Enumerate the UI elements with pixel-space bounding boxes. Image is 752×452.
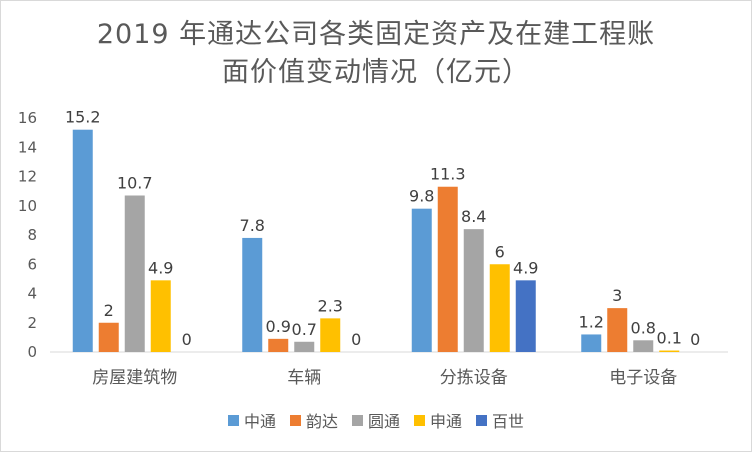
bar-百世-分拣设备 — [515, 280, 536, 352]
data-label: 9.8 — [409, 187, 434, 206]
bar-韵达-车辆 — [268, 338, 289, 352]
data-label: 6 — [495, 242, 505, 261]
legend-label: 申通 — [430, 412, 463, 431]
bar-中通-电子设备 — [581, 334, 602, 352]
y-tick-label: 2 — [27, 314, 37, 332]
y-tick-label: 4 — [27, 285, 37, 303]
bar-韵达-房屋建筑物 — [98, 322, 119, 352]
y-tick-label: 16 — [18, 109, 37, 127]
data-label: 3 — [612, 286, 622, 305]
bar-韵达-电子设备 — [607, 308, 628, 352]
bar-圆通-分拣设备 — [463, 229, 484, 352]
y-tick-label: 6 — [27, 255, 37, 273]
bar-韵达-分拣设备 — [437, 186, 458, 352]
bar-圆通-电子设备 — [633, 340, 654, 352]
data-label: 7.8 — [240, 216, 265, 235]
bar-中通-房屋建筑物 — [72, 129, 93, 352]
chart-title-line-1: 2019 年通达公司各类固定资产及在建工程账 — [96, 19, 656, 50]
legend-label: 韵达 — [305, 412, 338, 431]
chart-title: 2019 年通达公司各类固定资产及在建工程账 面价值变动情况（亿元） — [0, 16, 752, 92]
data-label: 0.8 — [631, 318, 656, 337]
data-label: 8.4 — [461, 207, 486, 226]
legend-item: 中通 — [227, 408, 276, 432]
x-category-label: 分拣设备 — [440, 368, 508, 388]
data-label: 1.2 — [579, 312, 604, 331]
chart-legend: 中通 韵达 圆通 申通 百世 — [0, 408, 752, 432]
legend-item: 申通 — [414, 408, 462, 432]
bar-圆通-车辆 — [294, 341, 315, 352]
y-tick-label: 14 — [18, 138, 37, 156]
bar-申通-分拣设备 — [489, 264, 510, 352]
legend-item: 圆通 — [351, 408, 400, 432]
chart-title-line-2: 面价值变动情况（亿元） — [222, 57, 530, 88]
y-tick-label: 0 — [27, 343, 37, 361]
bar-中通-分拣设备 — [411, 208, 432, 352]
legend-label: 百世 — [492, 412, 525, 431]
y-tick-label: 10 — [18, 197, 37, 215]
data-label: 2.3 — [318, 296, 343, 315]
legend-swatch — [476, 414, 488, 426]
x-category-label: 车辆 — [287, 368, 321, 388]
legend-label: 圆通 — [367, 412, 400, 431]
data-label: 4.9 — [513, 258, 538, 277]
data-label: 0.9 — [266, 317, 291, 336]
y-tick-label: 8 — [27, 226, 37, 244]
legend-swatch — [289, 414, 301, 426]
bar-中通-车辆 — [242, 237, 263, 352]
data-label: 0 — [182, 330, 192, 349]
x-category-label: 房屋建筑物 — [92, 368, 177, 388]
legend-swatch — [414, 414, 425, 426]
data-label: 15.2 — [65, 108, 101, 127]
data-label: 0 — [351, 330, 361, 349]
data-label: 4.9 — [148, 258, 173, 277]
bar-申通-房屋建筑物 — [150, 280, 171, 352]
legend-item: 韵达 — [289, 408, 338, 432]
legend-item: 百世 — [476, 408, 524, 432]
bar-圆通-房屋建筑物 — [124, 195, 145, 352]
bar-申通-电子设备 — [659, 350, 680, 352]
x-category-label: 电子设备 — [609, 368, 677, 388]
data-label: 11.3 — [430, 165, 466, 184]
data-label: 0.1 — [657, 329, 682, 348]
legend-swatch — [351, 414, 363, 426]
data-label: 0 — [690, 330, 700, 349]
data-label: 2 — [104, 301, 114, 320]
data-label: 0.7 — [292, 320, 317, 339]
bar-申通-车辆 — [320, 318, 341, 352]
data-label: 10.7 — [117, 174, 153, 193]
legend-swatch — [227, 414, 239, 426]
y-tick-label: 12 — [18, 168, 37, 186]
legend-label: 中通 — [243, 412, 276, 431]
